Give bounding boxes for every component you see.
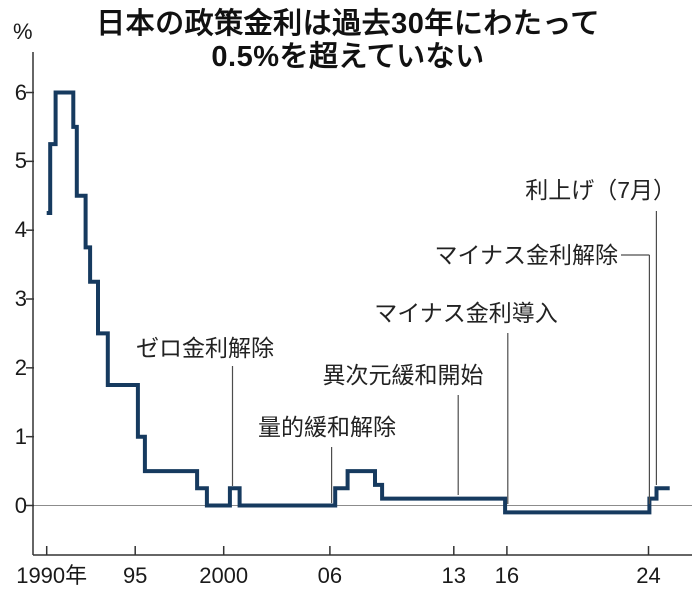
y-tick-label: 3 [14, 286, 27, 311]
y-tick-label: 0 [14, 492, 27, 518]
annotation-label: 量的緩和解除 [258, 414, 396, 440]
x-tick-label: 06 [317, 563, 343, 588]
annotation-label: ゼロ金利解除 [136, 335, 274, 361]
annotation-label: 利上げ（7月） [525, 177, 676, 203]
y-axis-unit-label: % [13, 19, 33, 44]
policy-rate-step-line [46, 90, 670, 515]
chart-title-line-2: 0.5%を超えていない [211, 41, 485, 73]
x-tick-label: 13 [441, 563, 467, 588]
annotation-label: マイナス金利解除 [434, 242, 618, 268]
annotation-label: 異次元緩和開始 [322, 362, 484, 388]
x-tick-label: 1990年 [16, 563, 88, 588]
y-tick-label: 4 [14, 217, 27, 243]
y-tick-label: 2 [14, 354, 27, 380]
chart-title-line-1: 日本の政策金利は過去30年にわたって [96, 8, 600, 40]
y-tick-label: 1 [14, 423, 27, 449]
x-tick-label: 24 [636, 563, 661, 588]
y-tick-label: 5 [14, 148, 27, 174]
chart-title: 日本の政策金利は過去30年にわたって 0.5%を超えていない [0, 8, 696, 74]
annotation-label: マイナス金利導入 [374, 300, 558, 326]
x-tick-label: 95 [122, 563, 148, 588]
y-tick-label: 6 [14, 79, 27, 105]
x-tick-label: 2000 [199, 563, 249, 588]
x-tick-label: 16 [494, 563, 520, 588]
